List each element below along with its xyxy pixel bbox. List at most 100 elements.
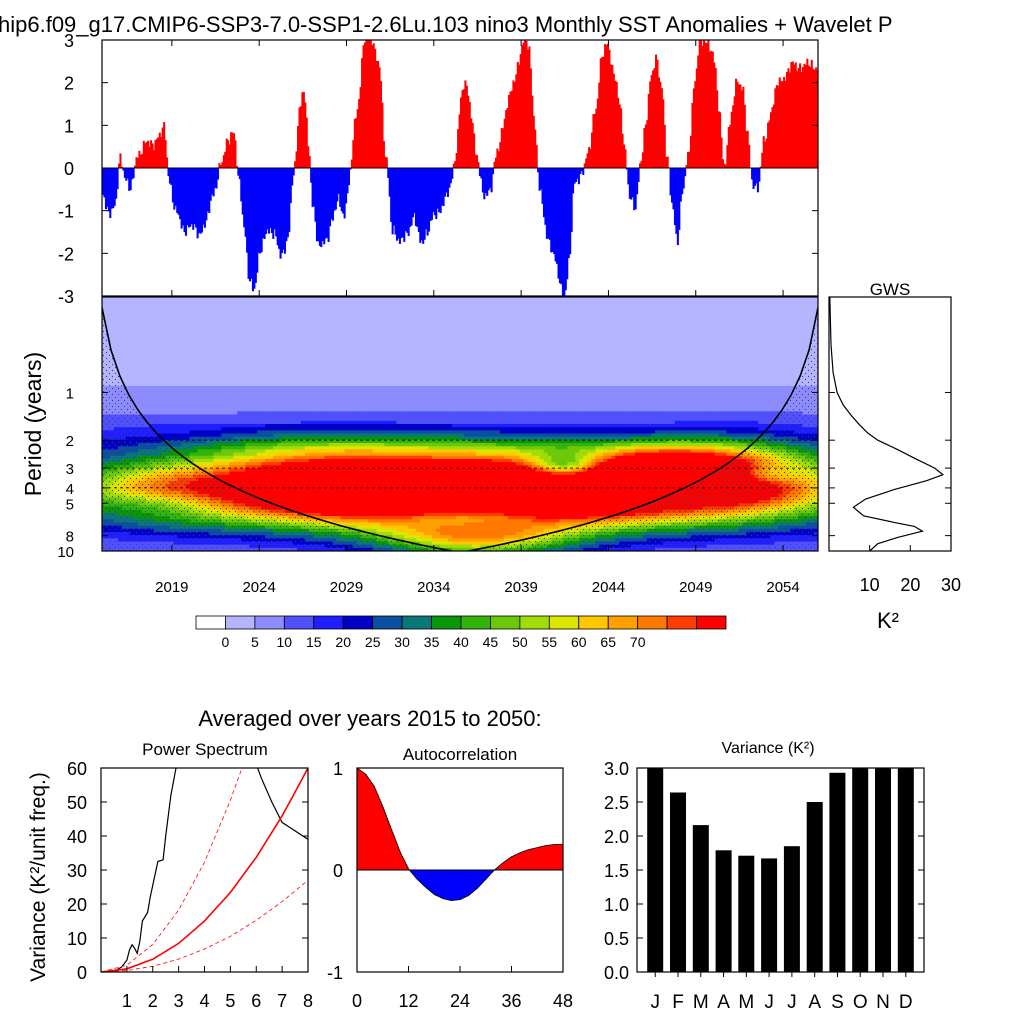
power-cell — [157, 408, 163, 412]
power-cell — [177, 354, 182, 358]
power-cell — [288, 455, 294, 460]
power-cell — [261, 474, 266, 479]
power-cell — [205, 322, 210, 326]
power-cell — [273, 379, 278, 384]
power-cell — [316, 376, 322, 380]
power-cell — [185, 322, 190, 326]
anomaly-bar — [393, 168, 396, 226]
anomaly-bar — [524, 40, 527, 169]
power-cell — [205, 350, 210, 355]
power-cell — [181, 360, 186, 365]
power-cell — [157, 363, 163, 368]
power-cell — [249, 395, 254, 399]
power-cell — [102, 297, 107, 301]
power-cell — [189, 366, 194, 371]
power-cell — [308, 331, 314, 336]
power-cell — [292, 335, 298, 339]
power-cell — [105, 297, 111, 301]
power-cell — [185, 401, 190, 406]
anomaly-bar — [273, 168, 276, 230]
power-cell — [201, 455, 206, 460]
power-cell — [225, 357, 230, 361]
power-cell — [261, 424, 266, 428]
power-cell — [121, 354, 127, 358]
power-cell — [153, 350, 159, 355]
power-cell — [316, 503, 322, 507]
power-cell — [296, 338, 302, 342]
power-cell — [304, 497, 310, 501]
power-cell — [265, 452, 270, 457]
power-cell — [300, 436, 306, 441]
power-cell — [189, 404, 194, 409]
power-cell — [189, 303, 194, 307]
power-cell — [300, 331, 306, 336]
power-cell — [249, 430, 254, 434]
power-cell — [185, 392, 190, 396]
anomaly-bar — [739, 84, 742, 168]
power-cell — [288, 309, 294, 314]
power-cell — [157, 370, 163, 374]
power-cell — [296, 354, 302, 358]
power-cell — [257, 328, 262, 333]
anomaly-bar — [113, 168, 116, 206]
power-cell — [292, 439, 298, 444]
power-cell — [205, 414, 210, 419]
anomaly-bar — [694, 81, 697, 168]
power-cell — [316, 370, 322, 374]
power-cell — [312, 373, 318, 377]
power-cell — [245, 414, 250, 419]
power-cell — [265, 484, 270, 488]
power-cell — [265, 401, 270, 406]
power-cell — [189, 309, 194, 314]
power-cell — [253, 401, 258, 406]
power-cell — [269, 366, 274, 371]
power-cell — [277, 357, 282, 361]
anomaly-bar — [467, 95, 470, 168]
anomaly-bar — [602, 56, 605, 168]
power-cell — [300, 455, 306, 460]
anomaly-bar — [198, 168, 201, 233]
power-cell — [288, 344, 294, 349]
anomaly-bar — [464, 80, 467, 168]
power-cell — [312, 341, 318, 346]
power-cell — [308, 382, 314, 387]
anomaly-bar — [656, 59, 659, 168]
anomaly-bar — [727, 126, 730, 168]
power-cell — [121, 379, 127, 384]
anomaly-bar — [636, 168, 639, 195]
anomaly-bar — [302, 91, 305, 168]
power-cell — [201, 325, 206, 330]
power-cell — [281, 462, 286, 466]
power-cell — [249, 335, 254, 339]
power-cell — [129, 300, 135, 304]
power-cell — [316, 303, 322, 307]
anomaly-bar — [228, 144, 231, 168]
power-cell — [141, 414, 147, 419]
power-cell — [273, 395, 278, 399]
power-cell — [245, 408, 250, 412]
power-cell — [229, 366, 234, 371]
power-cell — [300, 300, 306, 304]
power-cell — [121, 312, 127, 317]
anomaly-bar — [783, 76, 786, 168]
power-cell — [312, 411, 318, 415]
power-cell — [177, 382, 182, 387]
power-cell — [249, 465, 254, 469]
power-cell — [189, 401, 194, 406]
power-cell — [281, 385, 286, 390]
power-cell — [265, 392, 270, 396]
power-cell — [233, 458, 238, 463]
power-cell — [300, 449, 306, 453]
anomaly-bar — [531, 95, 534, 168]
power-cell — [265, 411, 270, 415]
anomaly-bar — [788, 72, 791, 168]
power-cell — [213, 449, 218, 453]
power-cell — [189, 335, 194, 339]
power-cell — [320, 385, 326, 390]
power-cell — [133, 309, 139, 314]
power-cell — [165, 424, 171, 428]
power-cell — [149, 370, 155, 374]
power-cell — [177, 325, 182, 330]
power-cell — [308, 309, 314, 314]
